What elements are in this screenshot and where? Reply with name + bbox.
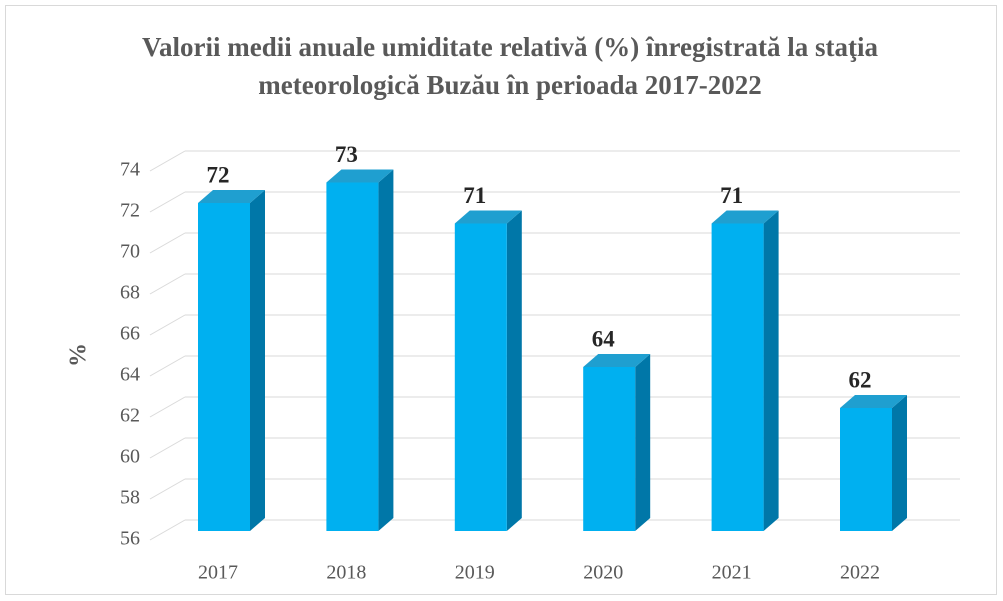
bar-side	[378, 169, 394, 531]
chart-title: Valorii medii anuale umiditate relativă …	[142, 32, 878, 100]
bar	[198, 203, 250, 531]
x-tick-label: 2020	[583, 562, 623, 584]
bar-top	[840, 395, 907, 408]
grid-line	[149, 396, 186, 418]
y-tick-label: 60	[120, 446, 140, 468]
bar-side	[506, 210, 522, 531]
grid-line	[149, 314, 186, 336]
grid-line	[149, 519, 186, 541]
bar	[840, 408, 892, 531]
y-tick-label: 74	[120, 159, 140, 181]
y-tick-label: 62	[120, 405, 140, 427]
y-tick-label: 64	[120, 364, 140, 386]
y-tick-label: 56	[120, 528, 140, 550]
grid-line	[149, 273, 186, 295]
y-tick-label: 70	[120, 241, 140, 263]
grid-line	[149, 191, 186, 213]
bar-top	[711, 210, 779, 224]
bar	[711, 223, 764, 531]
grid-line	[149, 150, 186, 172]
bar	[583, 367, 636, 531]
x-tick-label: 2022	[840, 562, 880, 584]
x-tick-label: 2018	[326, 562, 366, 584]
bar-top	[326, 169, 394, 183]
y-tick-label: 66	[120, 323, 140, 345]
y-tick-label: 68	[120, 282, 140, 304]
value-label: 62	[849, 367, 872, 392]
y-tick-label: 72	[120, 200, 140, 222]
grid-line	[149, 437, 186, 459]
value-label: 71	[463, 183, 486, 208]
grid-line	[149, 478, 186, 500]
value-label: 64	[592, 326, 616, 351]
x-tick-label: 2017	[198, 562, 238, 584]
bar	[454, 223, 507, 531]
value-label: 72	[207, 162, 230, 187]
grid-line	[149, 232, 186, 254]
x-tick-label: 2021	[712, 562, 752, 584]
grid-line	[149, 355, 186, 377]
bar-side	[892, 395, 907, 531]
bar-top	[198, 190, 265, 203]
value-label: 73	[335, 142, 358, 167]
value-label: 71	[720, 183, 743, 208]
bar-top	[583, 354, 651, 367]
bar-top	[454, 210, 522, 224]
bar-side	[635, 354, 651, 531]
bar	[326, 182, 379, 531]
bar-side	[763, 210, 779, 531]
x-tick-label: 2019	[455, 562, 495, 584]
bar-side	[250, 190, 265, 531]
y-tick-label: 58	[120, 487, 140, 509]
y-axis-label: %	[66, 343, 92, 367]
